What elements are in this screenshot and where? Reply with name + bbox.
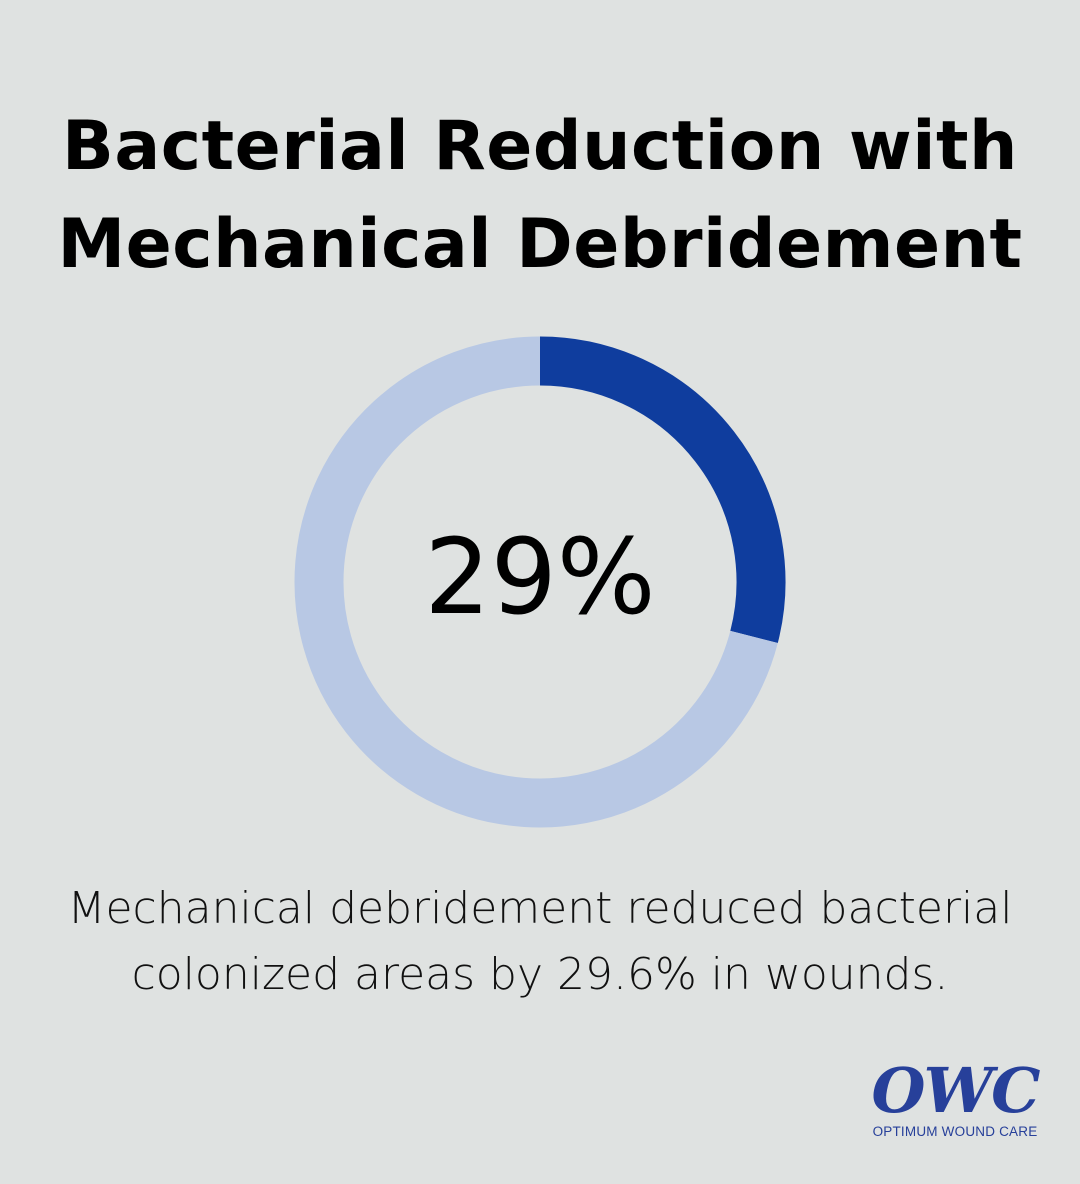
logo-mark: OWC: [871, 1054, 1041, 1127]
donut-chart: 29%: [294, 336, 786, 828]
center-label: 29%: [424, 516, 655, 638]
logo-name: OPTIMUM WOUND CARE: [872, 1124, 1038, 1139]
slice-remainder: [294, 336, 778, 828]
chart-description: Mechanical debridement reduced bacterial…: [67, 883, 1013, 1000]
slice-highlight: [539, 336, 786, 644]
chart-title: Bacterial Reduction with Mechanical Debr…: [57, 107, 1023, 284]
logo: OWC OPTIMUM WOUND CARE: [866, 1058, 1044, 1140]
